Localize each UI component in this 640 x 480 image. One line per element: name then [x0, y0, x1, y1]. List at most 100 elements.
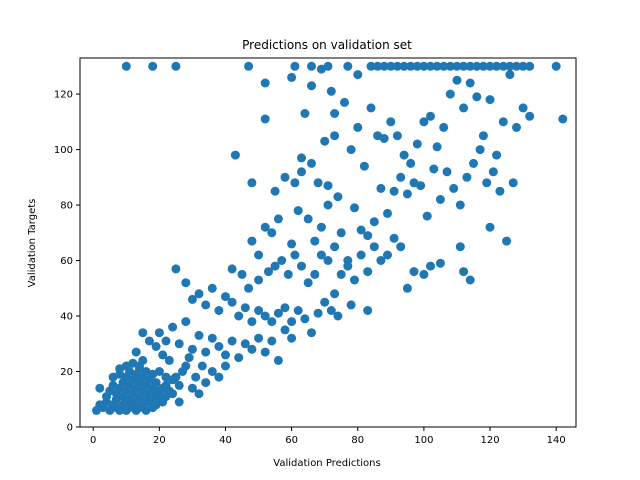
- data-point: [161, 336, 171, 346]
- data-point: [267, 336, 277, 346]
- data-point: [178, 367, 187, 376]
- data-point: [267, 228, 277, 238]
- data-point: [356, 225, 366, 235]
- data-point: [412, 61, 422, 71]
- data-point: [353, 70, 363, 80]
- data-point: [144, 336, 154, 346]
- data-point: [244, 283, 254, 293]
- data-point: [409, 267, 419, 277]
- data-point: [343, 61, 353, 71]
- data-point: [551, 61, 561, 71]
- data-point: [221, 292, 230, 302]
- data-point: [247, 236, 257, 246]
- data-point: [512, 61, 521, 71]
- data-point: [455, 200, 465, 210]
- data-point: [214, 306, 224, 315]
- data-point: [131, 347, 141, 357]
- data-point: [383, 208, 392, 218]
- data-point: [303, 214, 313, 224]
- data-point: [426, 61, 435, 71]
- data-point: [237, 269, 247, 279]
- data-point: [373, 61, 383, 71]
- data-point: [290, 250, 300, 260]
- data-point: [452, 61, 462, 71]
- data-point: [154, 328, 164, 338]
- data-point: [310, 236, 320, 246]
- data-point: [383, 250, 392, 260]
- data-point: [316, 222, 326, 232]
- data-point: [280, 303, 290, 313]
- chart-title: Predictions on validation set: [242, 38, 412, 52]
- data-point: [402, 189, 412, 199]
- x-axis-ticks: 0 20 40 60 80 100 120 140: [90, 427, 566, 446]
- data-point: [214, 372, 224, 382]
- data-point: [227, 336, 237, 346]
- data-point: [389, 233, 399, 243]
- data-point: [336, 228, 346, 238]
- data-point: [333, 192, 343, 202]
- data-point: [254, 306, 264, 315]
- data-point: [300, 109, 310, 118]
- data-point: [171, 264, 181, 274]
- data-point: [478, 131, 488, 141]
- data-point: [435, 195, 445, 204]
- data-point: [135, 361, 144, 371]
- y-axis-label: Validation Targets: [27, 199, 38, 288]
- data-point: [465, 78, 475, 88]
- data-point: [201, 300, 211, 310]
- data-point: [234, 353, 244, 363]
- data-point: [273, 355, 283, 365]
- data-point: [181, 278, 191, 288]
- plot-frame: [79, 57, 577, 428]
- data-point: [267, 317, 277, 327]
- data-point: [240, 339, 250, 349]
- data-point: [303, 278, 313, 288]
- data-point: [201, 378, 211, 388]
- data-point: [439, 61, 449, 71]
- data-point: [419, 61, 429, 71]
- data-point: [247, 317, 257, 327]
- data-point: [419, 117, 429, 127]
- data-point: [174, 339, 184, 349]
- data-point: [244, 61, 254, 71]
- data-point: [221, 350, 230, 360]
- data-point: [399, 150, 409, 160]
- data-point: [138, 328, 148, 338]
- data-point: [508, 178, 518, 188]
- data-point: [270, 186, 280, 196]
- data-point: [207, 283, 217, 293]
- data-point: [558, 114, 568, 124]
- data-point: [151, 342, 161, 351]
- data-point: [227, 297, 237, 307]
- data-point: [363, 267, 373, 277]
- data-point: [187, 344, 197, 354]
- data-point: [356, 250, 366, 260]
- data-point: [191, 372, 201, 382]
- data-point: [485, 222, 495, 232]
- data-point: [485, 95, 495, 105]
- data-point: [184, 353, 194, 363]
- y-tick-label: 20: [60, 367, 73, 378]
- data-point: [287, 239, 297, 249]
- data-point: [369, 217, 379, 227]
- data-point: [168, 322, 178, 332]
- data-point: [171, 61, 181, 71]
- data-point: [270, 261, 280, 271]
- data-point: [459, 61, 469, 71]
- data-point: [462, 172, 472, 182]
- data-point: [416, 181, 426, 191]
- data-point: [164, 355, 174, 365]
- data-point: [254, 333, 264, 343]
- data-point: [459, 267, 469, 277]
- data-point: [429, 164, 439, 174]
- data-point: [518, 103, 528, 113]
- data-point: [505, 61, 515, 71]
- data-point: [488, 167, 498, 177]
- data-point: [158, 350, 168, 360]
- data-point: [478, 61, 488, 71]
- data-point: [121, 61, 131, 71]
- x-tick-label: 40: [219, 435, 232, 446]
- data-point: [273, 214, 283, 224]
- data-point: [412, 139, 422, 149]
- data-point: [264, 267, 273, 277]
